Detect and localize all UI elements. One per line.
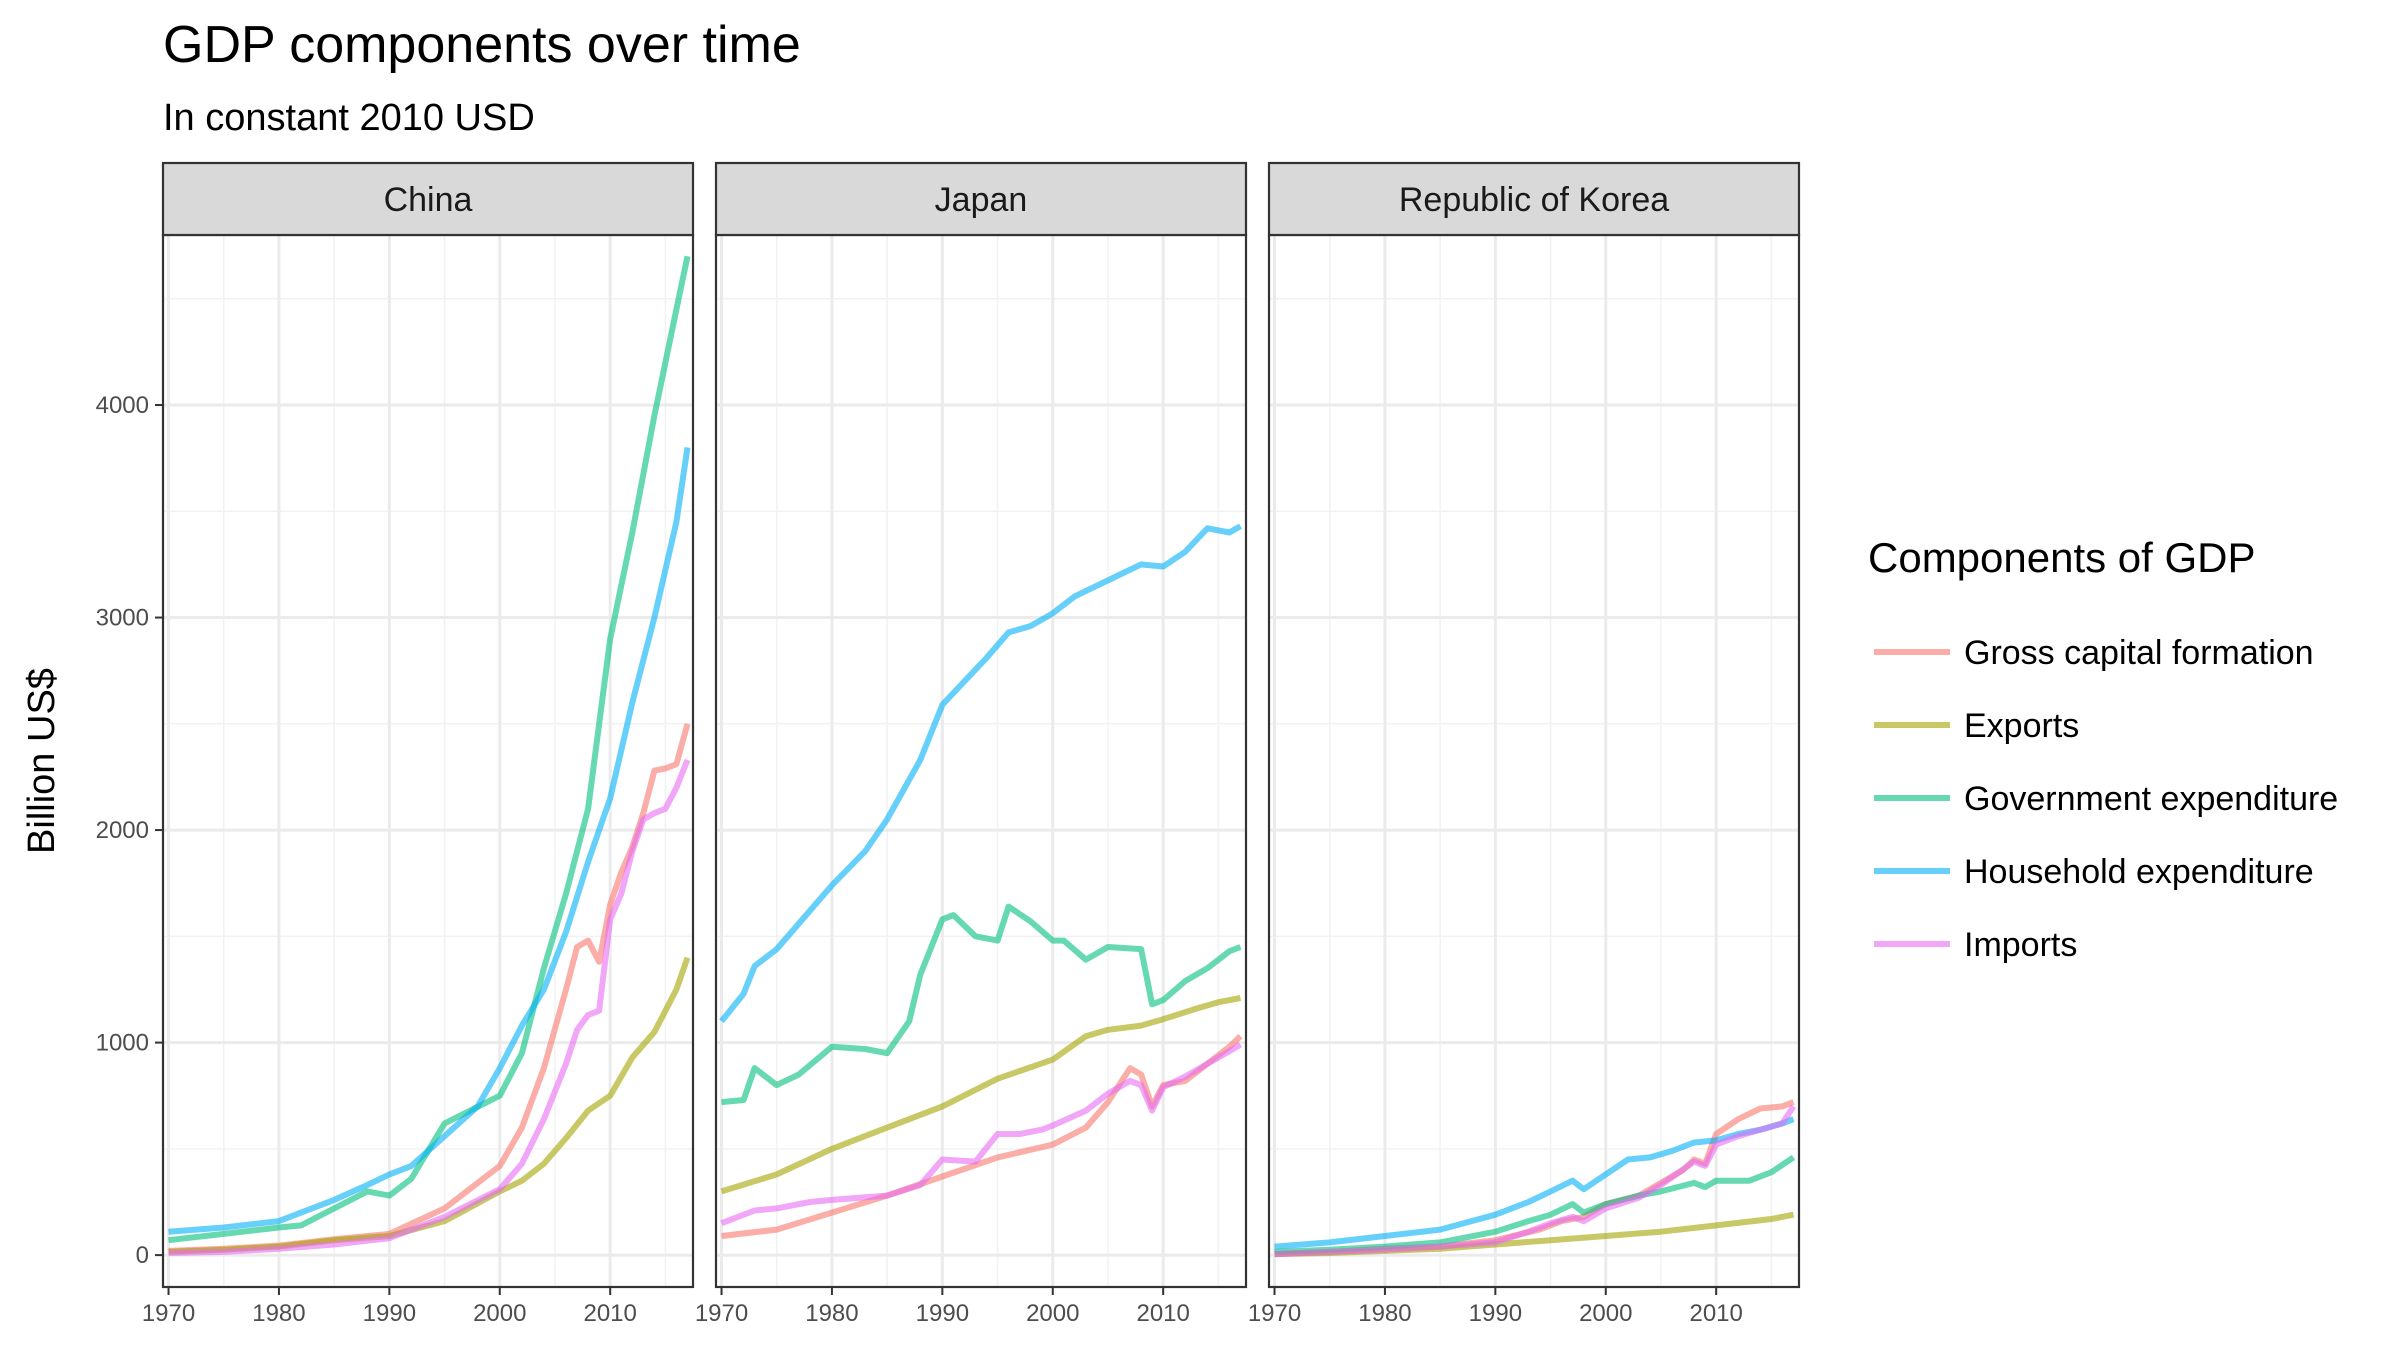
facet-strip-label: Japan xyxy=(935,181,1028,219)
x-tick-label: 1970 xyxy=(142,1300,195,1327)
panel-background xyxy=(716,235,1246,1287)
chart-subtitle: In constant 2010 USD xyxy=(163,97,535,139)
panel-background xyxy=(163,235,693,1287)
series-lines xyxy=(1274,1099,1797,1258)
y-axis: 0 1000 2000 3000 4000 xyxy=(96,392,163,1269)
facet-strip-label: China xyxy=(384,181,473,219)
series-line-imports xyxy=(168,758,691,1256)
legend-label: Exports xyxy=(1964,707,2079,745)
y-tick-label: 0 xyxy=(136,1242,149,1269)
legend-label: Gross capital formation xyxy=(1964,634,2314,672)
x-tick-label: 1970 xyxy=(695,1300,748,1327)
y-tick-label: 4000 xyxy=(96,392,149,419)
x-tick-label: 1980 xyxy=(252,1300,305,1327)
x-tick-label: 1970 xyxy=(1248,1300,1301,1327)
legend-item-government-expenditure: Government expenditure xyxy=(1874,780,2338,818)
series-line-exports xyxy=(168,956,691,1255)
legend-item-exports: Exports xyxy=(1874,707,2079,745)
x-tick-label: 2000 xyxy=(1026,1300,1079,1327)
x-tick-label: 1990 xyxy=(363,1300,416,1327)
y-tick-label: 3000 xyxy=(96,605,149,632)
facet-strip xyxy=(1267,161,1801,237)
facet-strip xyxy=(161,161,695,237)
facet-panel-japan: Japan 1970 1980 1990 2000 2010 xyxy=(695,161,1248,1327)
legend-label: Household expenditure xyxy=(1964,853,2314,891)
x-tick-label: 2010 xyxy=(583,1300,636,1327)
series-lines xyxy=(719,523,1243,1239)
legend-label: Government expenditure xyxy=(1964,780,2338,818)
facet-strip-label: Republic of Korea xyxy=(1399,181,1669,219)
facet-panels: China 1970 1980 1990 2000 2010 Japan 1970 1980 19… xyxy=(142,161,1801,1327)
series-line-government-expenditure xyxy=(1274,1154,1796,1255)
x-tick-label: 2010 xyxy=(1136,1300,1189,1327)
legend: Components of GDP Gross capital formation… xyxy=(1868,534,2338,964)
legend-item-gross-capital-formation: Gross capital formation xyxy=(1874,634,2314,672)
series-line-imports xyxy=(720,1042,1242,1227)
panel-background xyxy=(1269,235,1799,1287)
facet-panel-republic-of-korea: Republic of Korea 1970 1980 1990 2000 2010 xyxy=(1248,161,1801,1327)
legend-item-household-expenditure: Household expenditure xyxy=(1874,853,2314,891)
facet-panel-china: China 1970 1980 1990 2000 2010 xyxy=(142,161,695,1327)
series-line-government-expenditure xyxy=(168,255,691,1244)
series-line-imports xyxy=(1274,1104,1797,1258)
legend-item-imports: Imports xyxy=(1874,926,2077,964)
y-tick-label: 2000 xyxy=(96,817,149,844)
chart-title: GDP components over time xyxy=(163,16,801,74)
x-tick-label: 1990 xyxy=(1469,1300,1522,1327)
series-line-household-expenditure xyxy=(168,447,691,1235)
series-line-government-expenditure xyxy=(721,903,1242,1106)
series-lines xyxy=(168,255,691,1256)
x-tick-label: 2000 xyxy=(473,1300,526,1327)
x-tick-label: 2000 xyxy=(1579,1300,1632,1327)
legend-label: Imports xyxy=(1964,926,2077,964)
series-line-household-expenditure xyxy=(719,523,1242,1024)
facet-strip xyxy=(714,161,1248,237)
series-line-exports xyxy=(720,995,1242,1195)
legend-title: Components of GDP xyxy=(1868,534,2256,581)
y-axis-title: Billion US$ xyxy=(21,668,63,854)
x-tick-label: 2010 xyxy=(1689,1300,1742,1327)
x-tick-label: 1980 xyxy=(1358,1300,1411,1327)
y-tick-label: 1000 xyxy=(96,1030,149,1057)
x-tick-label: 1980 xyxy=(805,1300,858,1327)
x-tick-label: 1990 xyxy=(916,1300,969,1327)
